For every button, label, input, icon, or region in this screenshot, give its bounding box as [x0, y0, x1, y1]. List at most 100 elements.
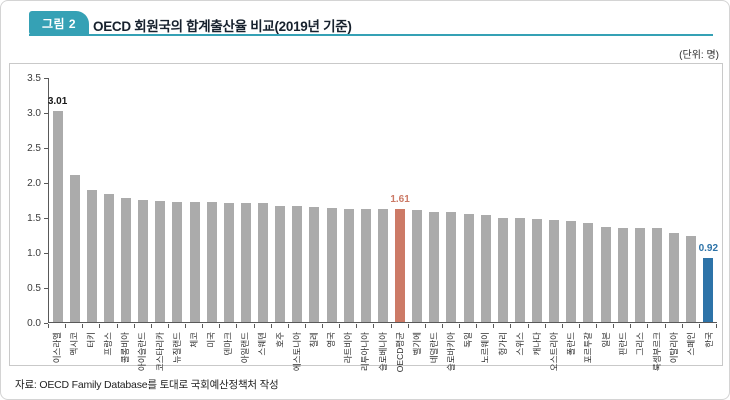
category-label: 에스토니아 [291, 332, 302, 372]
bar-아이슬란드 [138, 199, 149, 322]
x-tick [374, 324, 392, 328]
bar-column [666, 78, 683, 322]
bar-column [323, 78, 340, 322]
bar-라트비아 [343, 209, 354, 322]
value-label-한국: 0.92 [698, 242, 719, 254]
bar-이스라엘 [52, 111, 63, 322]
category-label: 핀란드 [617, 332, 628, 356]
category-label: 영국 [325, 332, 336, 348]
y-axis-label: 3.5 [27, 72, 41, 84]
category-label: 프랑스 [102, 332, 113, 356]
bar-column [118, 78, 135, 322]
category-label: 아일랜드 [240, 332, 251, 364]
category-label: 네덜란드 [428, 332, 439, 364]
bar-스웨덴 [258, 203, 269, 322]
category-label: 벨기에 [411, 332, 422, 356]
source-note: 자료: OECD Family Database를 토대로 국회예산정책처 작성 [15, 379, 279, 391]
x-tick [357, 324, 375, 328]
x-tick [580, 324, 597, 328]
y-tick [44, 113, 48, 114]
bar-column [289, 78, 306, 322]
bar-column [220, 78, 237, 322]
bar-에스토니아 [292, 205, 303, 322]
x-tick [306, 324, 323, 328]
x-tick [563, 324, 580, 328]
bar-column [100, 78, 117, 322]
bar-column [152, 78, 169, 322]
bar-핀란드 [617, 227, 628, 322]
x-tick [152, 324, 169, 328]
y-tick [44, 78, 48, 79]
category-label: 코스타리카 [154, 332, 165, 372]
bar-column: 1.61 [390, 78, 410, 322]
bar-column [648, 78, 665, 322]
bar-스위스 [514, 218, 525, 322]
bar-독일 [463, 214, 474, 322]
category-label: 캐나다 [531, 332, 542, 356]
x-tick [443, 324, 460, 328]
x-tick [460, 324, 478, 328]
category-label: 이스라엘 [51, 332, 62, 364]
x-tick [203, 324, 221, 328]
bar-column [306, 78, 323, 322]
bar-column [597, 78, 614, 322]
bar-column [135, 78, 152, 322]
unit-label: (단위: 명) [679, 50, 719, 61]
bar-column [272, 78, 289, 322]
bar-영국 [326, 207, 337, 322]
category-label: 터키 [85, 332, 96, 348]
bar-일본 [600, 226, 611, 322]
bar-column [460, 78, 477, 322]
bar-column: 3.01 [47, 78, 68, 322]
category-label: 룩셈부르크 [651, 332, 662, 372]
bar-column [409, 78, 426, 322]
x-tick [289, 324, 306, 328]
bar-미국 [206, 202, 217, 322]
bar-슬로바키아 [446, 212, 457, 322]
bar-column [357, 78, 374, 322]
x-axis-labels: 이스라엘 멕시코 터키 프랑스 콜롬비아 아이슬란드 코스타리카 뉴질랜드 체코 미국 덴마크 아일랜… [48, 330, 717, 373]
bar-column [66, 78, 83, 322]
category-label: 리투아니아 [360, 332, 371, 372]
bar-column [255, 78, 272, 322]
bar-column [186, 78, 203, 322]
x-tick [683, 324, 700, 328]
bar-코스타리카 [155, 200, 166, 322]
y-axis-label: 1.0 [27, 247, 41, 259]
category-label: 이탈리아 [668, 332, 679, 364]
x-tick [631, 324, 649, 328]
x-tick [100, 324, 118, 328]
category-label: 덴마크 [222, 332, 233, 356]
bar-column: 0.92 [698, 78, 719, 322]
y-tick [44, 148, 48, 149]
bar-그리스 [634, 228, 645, 322]
x-tick [648, 324, 666, 328]
bar-column [614, 78, 631, 322]
category-label: OECD평균 [394, 332, 405, 373]
y-tick [44, 183, 48, 184]
category-label: 그리스 [634, 332, 645, 356]
plot-area: 3.01 1.61 0.92 [47, 78, 719, 323]
bar-series: 3.01 1.61 0.92 [47, 78, 719, 322]
x-tick [666, 324, 683, 328]
x-tick [529, 324, 546, 328]
bar-column [563, 78, 580, 322]
bar-뉴질랜드 [172, 201, 183, 322]
y-axis-label: 1.5 [27, 212, 41, 224]
bar-column [477, 78, 494, 322]
figure-number-badge: 그림 2 [29, 11, 90, 35]
bar-column [580, 78, 597, 322]
category-label: 한국 [703, 332, 714, 348]
bar-OECD평균 [395, 209, 406, 322]
x-tick [392, 324, 409, 328]
bar-column [546, 78, 563, 322]
bar-column [426, 78, 443, 322]
bar-칠레 [309, 206, 320, 322]
category-label: 슬로베니아 [377, 332, 388, 372]
value-label-이스라엘: 3.01 [47, 96, 68, 108]
bar-멕시코 [69, 175, 80, 322]
x-tick [186, 324, 204, 328]
category-label: 체코 [188, 332, 199, 348]
bar-아일랜드 [240, 203, 251, 322]
category-label: 스위스 [514, 332, 525, 356]
